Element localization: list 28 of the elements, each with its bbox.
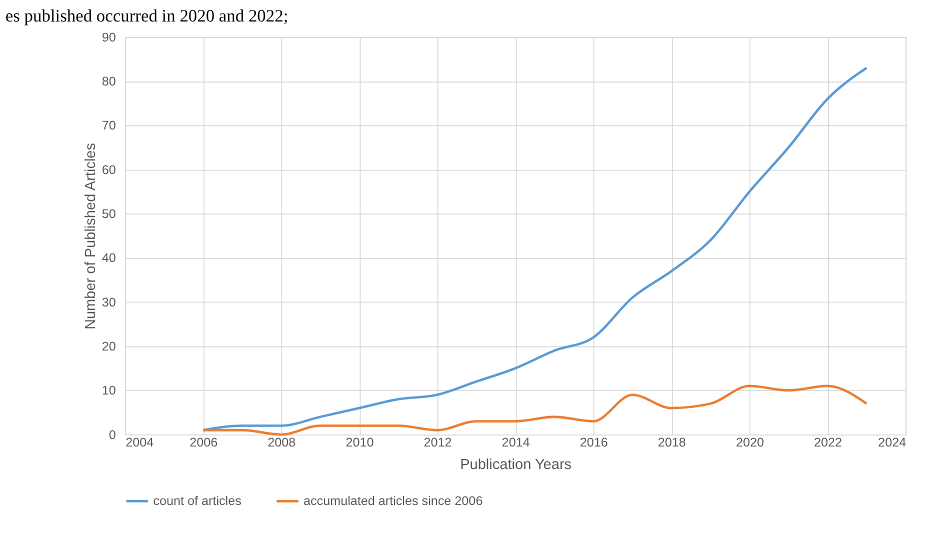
x-tick-label: 2010 bbox=[346, 436, 374, 450]
text: es published occurred in 2020 and 2022; bbox=[5, 5, 288, 26]
y-tick-label: 50 bbox=[102, 207, 116, 222]
y-tick-label: 20 bbox=[102, 340, 116, 354]
x-tick-label: 2008 bbox=[268, 436, 296, 450]
y-tick-label: 10 bbox=[102, 384, 116, 398]
y-tick-label: 70 bbox=[102, 118, 116, 133]
x-tick-label: 2012 bbox=[424, 436, 452, 450]
line-series bbox=[202, 384, 868, 436]
y-tick-label: 40 bbox=[102, 251, 116, 266]
y-tick-label: 60 bbox=[102, 162, 116, 177]
y-tick-label: 0 bbox=[108, 428, 116, 442]
y-tick-label: 80 bbox=[102, 74, 116, 89]
x-tick-label: 2016 bbox=[580, 436, 608, 450]
x-tick-label: 2014 bbox=[502, 436, 530, 450]
x-tick-label: 2004 bbox=[126, 436, 154, 450]
x-tick-label: 2006 bbox=[190, 436, 218, 450]
x-tick-label: 2024 bbox=[878, 436, 906, 450]
y-axis-title: Number of Published Articles bbox=[83, 142, 100, 330]
y-tick-label: 30 bbox=[102, 295, 116, 310]
legend-label: accumulated articles since 2006 bbox=[303, 494, 483, 508]
x-axis-title: Publication Years bbox=[460, 456, 572, 473]
x-tick-label: 2020 bbox=[736, 436, 764, 450]
x-tick-label: 2018 bbox=[658, 436, 686, 450]
y-tick-label: 90 bbox=[102, 30, 116, 44]
line-series bbox=[202, 66, 868, 432]
legend-label: count of articles bbox=[153, 494, 242, 508]
x-tick-label: 2022 bbox=[814, 436, 842, 450]
